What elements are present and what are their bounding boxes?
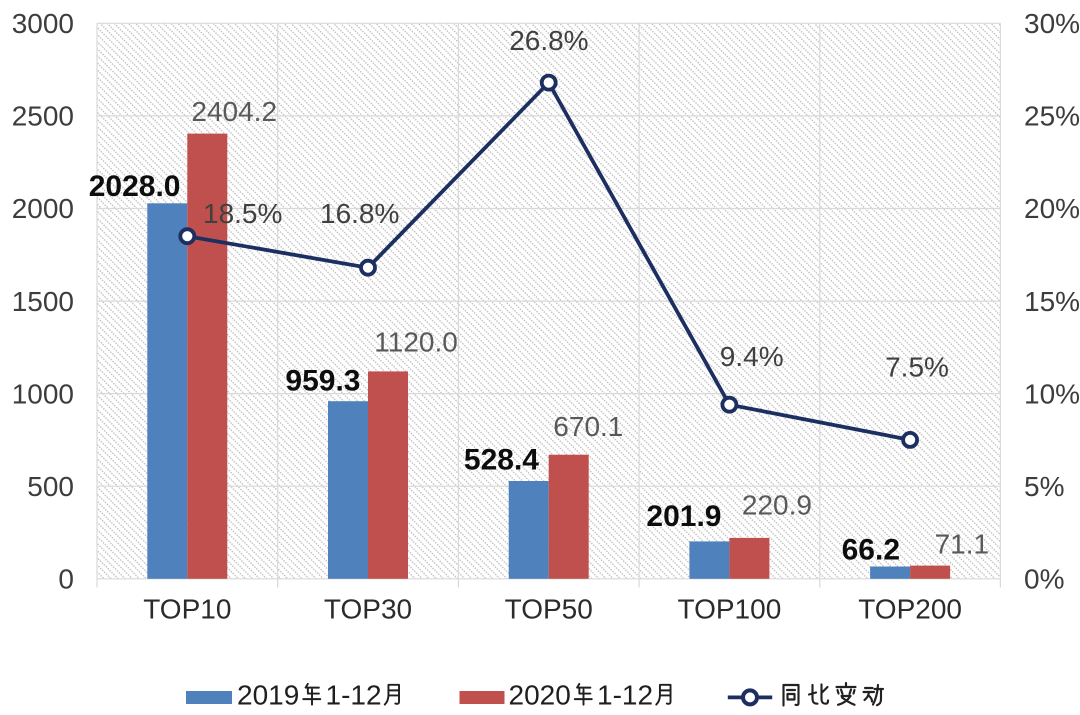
svg-text:1-12: 1-12 bbox=[326, 680, 382, 711]
svg-text:16.8%: 16.8% bbox=[320, 198, 399, 229]
svg-text:2000: 2000 bbox=[12, 193, 74, 224]
svg-text:1-12: 1-12 bbox=[597, 680, 653, 711]
svg-text:20%: 20% bbox=[1024, 193, 1080, 224]
svg-text:220.9: 220.9 bbox=[742, 490, 812, 521]
svg-text:670.1: 670.1 bbox=[553, 411, 623, 442]
svg-text:9.4%: 9.4% bbox=[720, 341, 784, 372]
svg-text:7.5%: 7.5% bbox=[885, 352, 949, 383]
svg-text:500: 500 bbox=[27, 471, 74, 502]
svg-text:25%: 25% bbox=[1024, 101, 1080, 132]
svg-text:TOP50: TOP50 bbox=[505, 594, 593, 625]
svg-text:2028.0: 2028.0 bbox=[89, 170, 181, 203]
svg-text:201.9: 201.9 bbox=[646, 500, 721, 533]
svg-text:66.2: 66.2 bbox=[842, 534, 900, 567]
svg-text:TOP200: TOP200 bbox=[858, 594, 962, 625]
svg-text:TOP10: TOP10 bbox=[143, 594, 231, 625]
svg-text:26.8%: 26.8% bbox=[509, 25, 588, 56]
svg-text:3000: 3000 bbox=[12, 8, 74, 39]
svg-text:TOP100: TOP100 bbox=[678, 594, 782, 625]
svg-text:0%: 0% bbox=[1024, 564, 1064, 595]
svg-text:TOP30: TOP30 bbox=[324, 594, 412, 625]
svg-text:528.4: 528.4 bbox=[464, 444, 539, 477]
svg-text:1000: 1000 bbox=[12, 378, 74, 409]
svg-text:18.5%: 18.5% bbox=[203, 198, 282, 229]
svg-text:30%: 30% bbox=[1024, 8, 1080, 39]
svg-text:2020: 2020 bbox=[509, 680, 571, 711]
svg-text:5%: 5% bbox=[1024, 471, 1064, 502]
svg-text:15%: 15% bbox=[1024, 286, 1080, 317]
svg-text:10%: 10% bbox=[1024, 378, 1080, 409]
svg-text:2500: 2500 bbox=[12, 101, 74, 132]
svg-text:1120.0: 1120.0 bbox=[374, 327, 458, 358]
svg-text:1500: 1500 bbox=[12, 286, 74, 317]
svg-text:959.3: 959.3 bbox=[285, 365, 360, 398]
svg-text:0: 0 bbox=[58, 564, 74, 595]
svg-text:71.1: 71.1 bbox=[935, 528, 990, 559]
svg-text:2019: 2019 bbox=[237, 680, 299, 711]
svg-text:2404.2: 2404.2 bbox=[191, 96, 277, 127]
